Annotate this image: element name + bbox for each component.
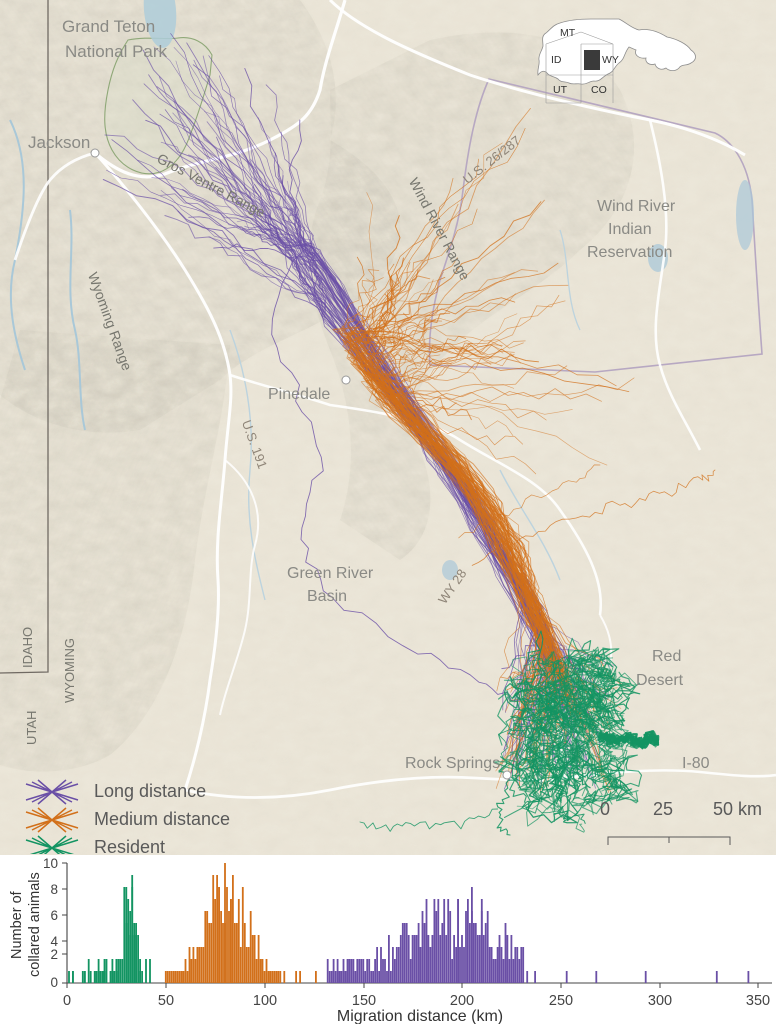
svg-text:Medium distance: Medium distance <box>94 809 230 829</box>
svg-text:Long distance: Long distance <box>94 781 206 801</box>
svg-text:CO: CO <box>591 84 607 96</box>
svg-text:250: 250 <box>549 993 573 1009</box>
svg-text:350: 350 <box>746 993 770 1009</box>
svg-text:300: 300 <box>648 993 672 1009</box>
svg-text:50: 50 <box>158 993 174 1009</box>
svg-text:MT: MT <box>560 27 576 39</box>
svg-text:ID: ID <box>551 54 562 66</box>
svg-text:0: 0 <box>63 993 71 1009</box>
svg-text:0: 0 <box>600 799 610 819</box>
svg-text:150: 150 <box>352 993 376 1009</box>
svg-text:50 km: 50 km <box>713 799 762 819</box>
svg-text:2: 2 <box>50 947 58 962</box>
svg-text:10: 10 <box>43 856 58 871</box>
svg-text:200: 200 <box>450 993 474 1009</box>
svg-text:100: 100 <box>253 993 277 1009</box>
svg-text:25: 25 <box>653 799 673 819</box>
svg-text:UT: UT <box>553 84 568 96</box>
svg-text:Migration distance (km): Migration distance (km) <box>337 1008 503 1024</box>
svg-text:8: 8 <box>50 882 58 897</box>
svg-text:Resident: Resident <box>94 837 165 854</box>
svg-text:WY: WY <box>602 54 619 66</box>
svg-text:0: 0 <box>50 975 58 990</box>
svg-text:6: 6 <box>50 908 58 923</box>
